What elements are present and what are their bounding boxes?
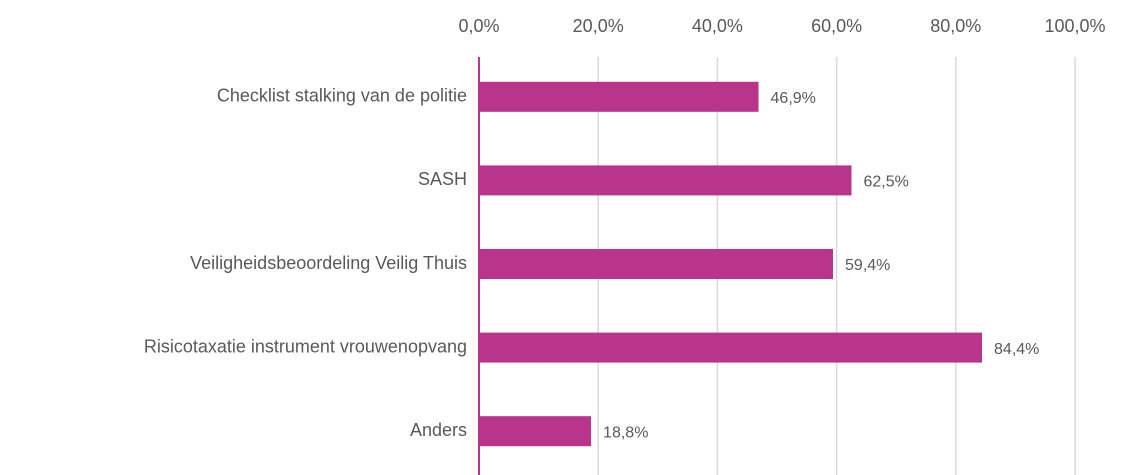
bar <box>479 332 983 363</box>
y-tick-label: Checklist stalking van de politie <box>217 86 467 106</box>
y-tick-label: Risicotaxatie instrument vrouwenopvang <box>144 336 467 356</box>
data-label: 46,9% <box>771 90 816 107</box>
data-label: 84,4% <box>994 341 1039 358</box>
x-tick-label: 80,0% <box>930 16 981 36</box>
x-tick-label: 20,0% <box>573 16 624 36</box>
bar <box>479 81 759 112</box>
y-tick-label: Anders <box>410 420 467 440</box>
x-tick-label: 100,0% <box>1044 16 1105 36</box>
x-tick-label: 0,0% <box>458 16 499 36</box>
bar <box>479 416 592 447</box>
y-tick-label: Veiligheidsbeoordeling Veilig Thuis <box>190 253 467 273</box>
bar <box>479 165 852 196</box>
x-tick-label: 60,0% <box>811 16 862 36</box>
x-tick-label: 40,0% <box>692 16 743 36</box>
bar <box>479 249 834 279</box>
data-label: 18,8% <box>603 424 648 441</box>
data-label: 59,4% <box>845 257 890 274</box>
data-label: 62,5% <box>864 174 909 191</box>
y-tick-label: SASH <box>418 169 467 189</box>
